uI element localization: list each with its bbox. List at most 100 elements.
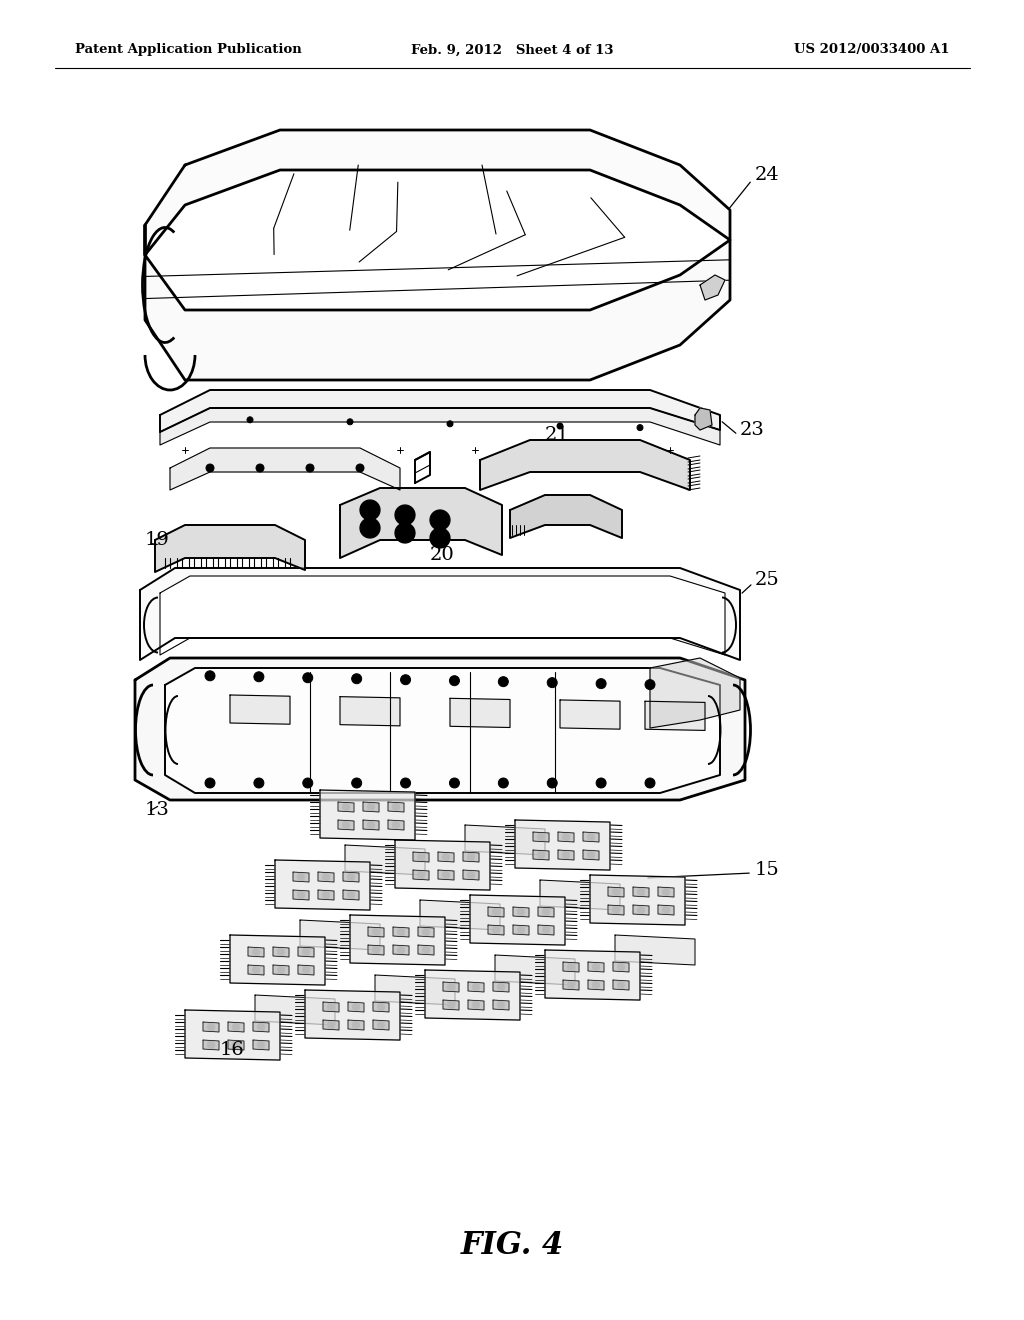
Circle shape	[612, 888, 620, 896]
Circle shape	[617, 981, 625, 989]
Polygon shape	[545, 950, 640, 1001]
Circle shape	[322, 873, 330, 880]
Circle shape	[342, 803, 350, 810]
Polygon shape	[563, 979, 579, 990]
Polygon shape	[420, 900, 500, 931]
Polygon shape	[645, 701, 705, 730]
Polygon shape	[633, 906, 649, 915]
Circle shape	[205, 671, 215, 681]
Polygon shape	[534, 850, 549, 861]
Circle shape	[435, 515, 445, 525]
Circle shape	[542, 927, 550, 935]
Polygon shape	[298, 946, 314, 957]
Polygon shape	[305, 990, 400, 1040]
Circle shape	[278, 948, 285, 956]
Circle shape	[365, 506, 375, 515]
Circle shape	[467, 871, 475, 879]
Circle shape	[327, 1003, 335, 1011]
Polygon shape	[613, 979, 629, 990]
Circle shape	[567, 964, 575, 972]
Circle shape	[492, 908, 500, 916]
Polygon shape	[145, 224, 730, 380]
Text: Patent Application Publication: Patent Application Publication	[75, 44, 302, 57]
Polygon shape	[135, 657, 745, 800]
Circle shape	[417, 853, 425, 861]
Circle shape	[499, 777, 508, 788]
Polygon shape	[348, 1020, 364, 1030]
Text: FIG. 4: FIG. 4	[461, 1229, 563, 1261]
Circle shape	[254, 777, 264, 788]
Circle shape	[499, 677, 508, 686]
Polygon shape	[248, 946, 264, 957]
Polygon shape	[230, 935, 325, 985]
Polygon shape	[185, 1010, 280, 1060]
Circle shape	[322, 891, 330, 899]
Text: 20: 20	[430, 546, 455, 564]
Polygon shape	[362, 803, 379, 812]
Circle shape	[587, 833, 595, 841]
Polygon shape	[540, 880, 620, 909]
Circle shape	[537, 833, 545, 841]
Polygon shape	[145, 129, 730, 255]
Circle shape	[395, 523, 415, 543]
Circle shape	[637, 888, 645, 896]
Polygon shape	[615, 935, 695, 965]
Circle shape	[372, 928, 380, 936]
Polygon shape	[373, 1002, 389, 1012]
Circle shape	[397, 928, 406, 936]
Circle shape	[517, 908, 525, 916]
Polygon shape	[470, 895, 565, 945]
Circle shape	[562, 851, 570, 859]
Polygon shape	[488, 907, 504, 917]
Polygon shape	[700, 275, 725, 300]
Text: 24: 24	[755, 166, 779, 183]
Polygon shape	[443, 1001, 459, 1010]
Polygon shape	[373, 1020, 389, 1030]
Circle shape	[430, 528, 450, 548]
Circle shape	[351, 777, 361, 788]
Circle shape	[297, 891, 305, 899]
Circle shape	[397, 946, 406, 954]
Polygon shape	[393, 927, 409, 937]
Circle shape	[347, 873, 355, 880]
Polygon shape	[228, 1022, 244, 1032]
Polygon shape	[425, 970, 520, 1020]
Circle shape	[472, 1001, 480, 1008]
Polygon shape	[493, 982, 509, 993]
Circle shape	[303, 777, 312, 788]
Circle shape	[592, 964, 600, 972]
Polygon shape	[343, 873, 359, 882]
Circle shape	[327, 1020, 335, 1030]
Polygon shape	[588, 979, 604, 990]
Circle shape	[645, 680, 655, 689]
Polygon shape	[538, 925, 554, 935]
Circle shape	[297, 873, 305, 880]
Polygon shape	[323, 1020, 339, 1030]
Circle shape	[557, 422, 563, 429]
Polygon shape	[203, 1040, 219, 1049]
Polygon shape	[558, 832, 574, 842]
Circle shape	[450, 676, 460, 685]
Polygon shape	[650, 657, 740, 729]
Circle shape	[400, 510, 410, 520]
Circle shape	[662, 888, 670, 896]
Circle shape	[596, 777, 606, 788]
Polygon shape	[275, 861, 370, 909]
Circle shape	[400, 528, 410, 539]
Polygon shape	[368, 927, 384, 937]
Circle shape	[472, 983, 480, 991]
Polygon shape	[293, 890, 309, 900]
Circle shape	[542, 908, 550, 916]
Circle shape	[587, 851, 595, 859]
Polygon shape	[388, 803, 404, 812]
Circle shape	[430, 510, 450, 531]
Polygon shape	[493, 1001, 509, 1010]
Polygon shape	[538, 907, 554, 917]
Polygon shape	[248, 965, 264, 975]
Polygon shape	[695, 408, 712, 430]
Polygon shape	[418, 945, 434, 954]
Polygon shape	[140, 568, 740, 660]
Polygon shape	[613, 962, 629, 972]
Circle shape	[232, 1041, 240, 1049]
Polygon shape	[583, 832, 599, 842]
